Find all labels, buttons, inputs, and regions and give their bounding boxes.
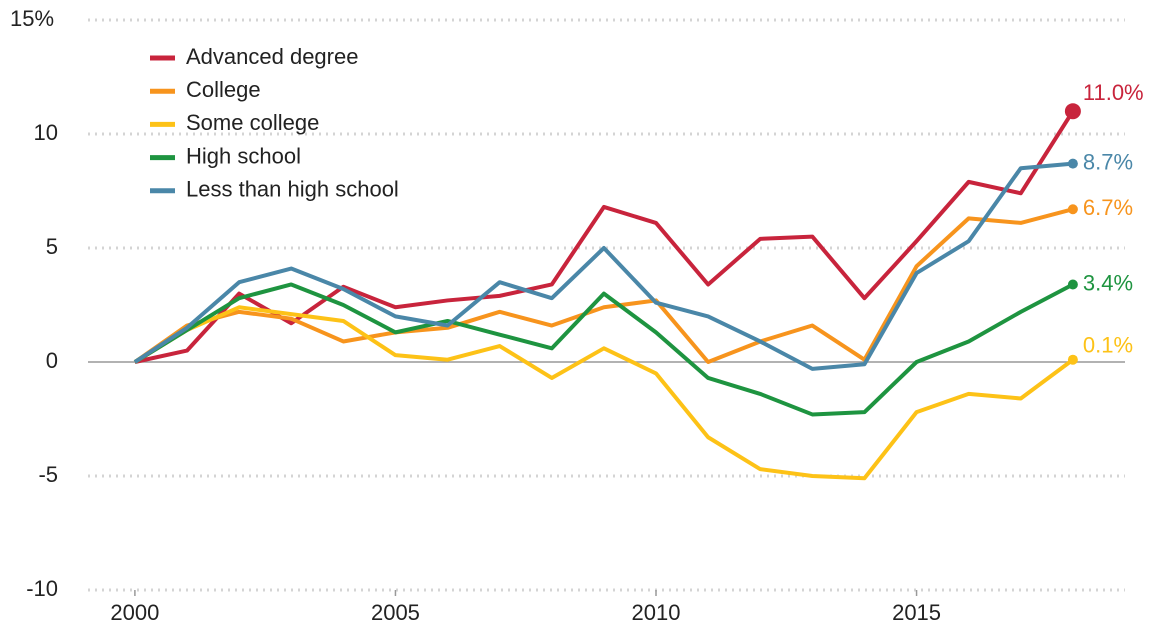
series-line (133, 282, 1074, 417)
legend-label: Advanced degree (186, 44, 358, 69)
legend-label: Less than high school (186, 177, 399, 202)
end-point (1067, 204, 1078, 215)
end-point (1067, 279, 1078, 290)
y-tick-label: 5 (46, 234, 58, 259)
series-line (133, 305, 1075, 481)
x-tick-label: 2005 (371, 600, 420, 625)
series-line (133, 161, 1074, 371)
x-tick-label: 2015 (892, 600, 941, 625)
legend-label: High school (186, 143, 301, 168)
y-tick-label: 0 (46, 348, 58, 373)
y-tick-label: -5 (38, 462, 58, 487)
end-point (1067, 158, 1078, 169)
data-label: 6.7% (1083, 195, 1133, 220)
x-tick-label: 2010 (632, 600, 681, 625)
y-tick-label: -10 (26, 576, 58, 601)
data-label: 11.0% (1083, 80, 1144, 105)
series-line (134, 110, 1075, 364)
data-label: 3.4% (1083, 270, 1133, 295)
end-point (1064, 103, 1081, 120)
y-tick-label: 15% (10, 6, 54, 31)
series-line (133, 207, 1074, 364)
data-label: 0.1% (1083, 333, 1133, 358)
legend-label: Some college (186, 110, 319, 135)
legend-label: College (186, 77, 261, 102)
end-point (1067, 354, 1078, 365)
data-label: 8.7% (1083, 149, 1133, 174)
y-tick-label: 10 (34, 120, 58, 145)
x-tick-label: 2000 (110, 600, 159, 625)
